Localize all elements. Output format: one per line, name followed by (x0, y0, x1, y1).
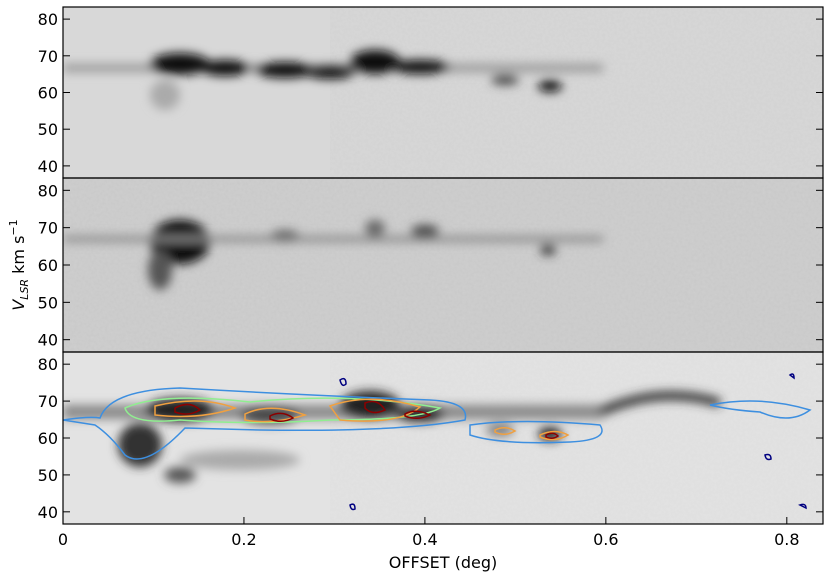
y-tick-label: 70 (38, 219, 58, 238)
y-tick-label: 40 (38, 157, 58, 176)
y-label-main: V (9, 299, 28, 311)
y-tick-label: 70 (38, 392, 58, 411)
y-label-sup: −1 (7, 219, 20, 235)
x-tick-label: 0.6 (593, 530, 618, 549)
y-tick-label: 50 (38, 120, 58, 139)
y-tick-label: 40 (38, 331, 58, 350)
y-tick-label: 80 (38, 181, 58, 200)
y-axis-label: VLSR km s−1 (7, 219, 31, 310)
y-tick-label: 80 (38, 10, 58, 29)
y-tick-label: 60 (38, 84, 58, 103)
x-tick-label: 0 (58, 530, 68, 549)
y-tick-label: 70 (38, 47, 58, 66)
x-tick-label: 0.4 (412, 530, 437, 549)
y-tick-label: 80 (38, 355, 58, 374)
panel-top (63, 7, 823, 178)
y-label-sub: LSR (18, 279, 31, 300)
y-tick-label: 60 (38, 256, 58, 275)
y-tick-label: 60 (38, 429, 58, 448)
panel-middle (63, 178, 823, 352)
y-tick-label: 50 (38, 466, 58, 485)
panel-bottom (63, 352, 823, 524)
x-axis-label: OFFSET (deg) (389, 553, 497, 572)
y-tick-label: 40 (38, 503, 58, 522)
y-label-unit: km s (9, 236, 28, 279)
y-tick-label: 50 (38, 293, 58, 312)
x-tick-label: 0.2 (231, 530, 256, 549)
x-tick-label: 0.8 (774, 530, 799, 549)
